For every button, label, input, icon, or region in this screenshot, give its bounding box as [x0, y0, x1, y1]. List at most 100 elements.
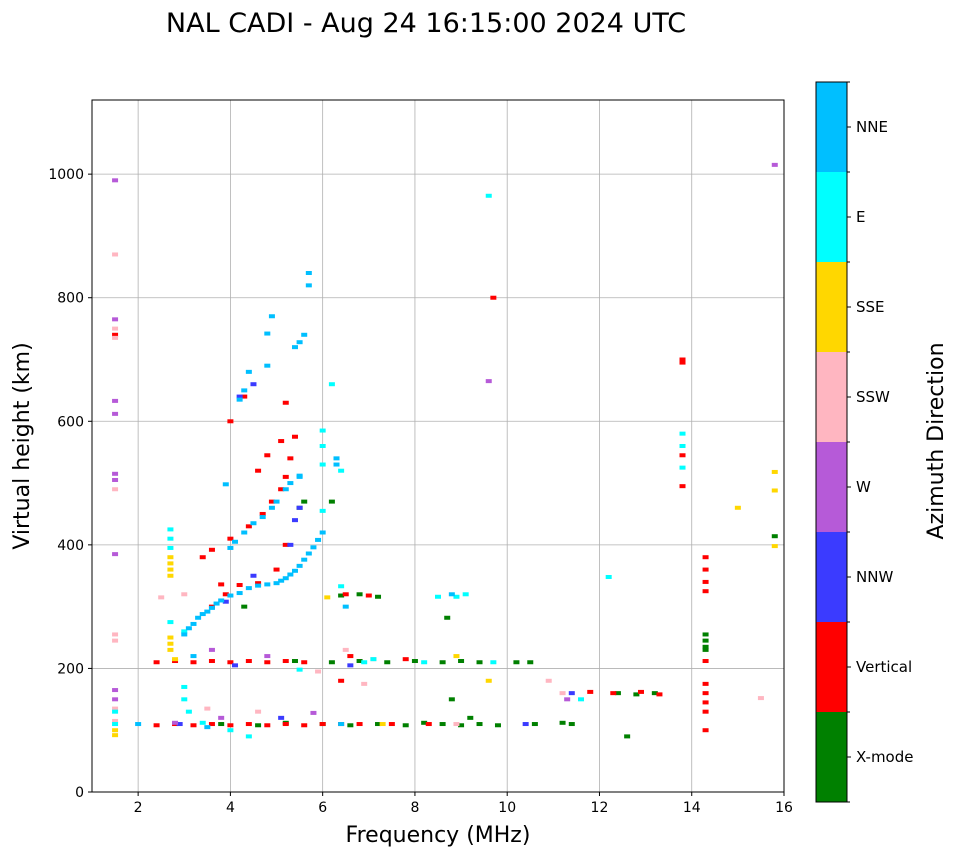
- data-point-ssw: [112, 252, 119, 257]
- data-point-e: [319, 508, 326, 513]
- data-point-vertical: [702, 728, 709, 733]
- grid: [92, 100, 785, 793]
- data-point-vertical: [656, 692, 663, 697]
- data-point-sse: [453, 654, 460, 659]
- data-point-nne: [259, 515, 266, 520]
- data-point-nne: [296, 473, 303, 478]
- data-point-sse: [167, 647, 174, 652]
- data-point-vertical: [227, 536, 234, 541]
- data-point-vertical: [702, 709, 709, 714]
- y-tick-label: 600: [57, 414, 84, 430]
- data-point-x-mode: [444, 615, 451, 620]
- data-point-nnw: [522, 722, 529, 727]
- data-point-e: [361, 660, 368, 665]
- data-point-vertical: [236, 583, 243, 588]
- data-point-nne: [241, 530, 248, 535]
- data-point-vertical: [282, 659, 289, 664]
- data-point-nne: [236, 591, 243, 596]
- x-axis-label: Frequency (MHz): [346, 823, 531, 848]
- x-tick-label: 8: [410, 800, 419, 816]
- data-point-x-mode: [702, 632, 709, 637]
- data-point-vertical: [227, 723, 234, 728]
- data-point-nne: [305, 271, 312, 275]
- data-point-e: [490, 660, 497, 665]
- data-point-x-mode: [476, 660, 483, 665]
- data-point-nnw: [250, 382, 257, 387]
- data-point-nne: [301, 332, 308, 337]
- data-point-vertical: [319, 722, 326, 727]
- colorbar-label: SSW: [856, 388, 890, 406]
- data-point-ssw: [757, 696, 764, 701]
- data-point-x-mode: [476, 722, 483, 727]
- data-point-vertical: [282, 474, 289, 479]
- data-point-e: [319, 462, 326, 467]
- data-point-vertical: [347, 654, 354, 659]
- data-point-vertical: [702, 700, 709, 705]
- data-point-sse: [167, 573, 174, 578]
- data-point-x-mode: [241, 604, 248, 609]
- colorbar-frame: [815, 81, 848, 803]
- data-point-w: [112, 471, 119, 476]
- data-point-w: [485, 379, 492, 384]
- data-point-e: [679, 444, 686, 448]
- colorbar-swatch: [816, 262, 847, 352]
- data-point-vertical: [245, 659, 252, 664]
- data-point-sse: [379, 722, 386, 727]
- data-point-vertical: [610, 691, 617, 696]
- data-point-vertical: [278, 487, 285, 492]
- data-point-nne: [241, 388, 248, 393]
- data-point-vertical: [153, 660, 160, 665]
- data-point-nne: [287, 572, 294, 577]
- data-point-e: [112, 722, 119, 727]
- data-point-x-mode: [614, 691, 621, 696]
- colorbar-label: X-mode: [856, 748, 913, 766]
- data-point-vertical: [342, 592, 349, 597]
- data-point-nne: [282, 487, 289, 492]
- data-point-w: [112, 317, 119, 322]
- data-point-vertical: [268, 499, 275, 504]
- data-point-nnw: [222, 599, 229, 604]
- data-point-sse: [324, 595, 331, 600]
- data-point-vertical: [153, 723, 160, 728]
- data-point-nne: [222, 482, 229, 487]
- data-point-nnw: [176, 722, 183, 727]
- data-point-w: [564, 697, 571, 702]
- data-point-w: [264, 654, 271, 659]
- data-point-e: [453, 594, 460, 599]
- data-point-nne: [236, 397, 243, 402]
- data-point-x-mode: [218, 722, 225, 727]
- x-tick-label: 2: [134, 800, 143, 816]
- data-point-vertical: [301, 660, 308, 665]
- plot-frame: [91, 99, 785, 793]
- data-point-sse: [734, 505, 741, 510]
- data-point-e: [319, 428, 326, 433]
- data-point-nne: [333, 462, 340, 467]
- data-point-vertical: [208, 547, 215, 552]
- data-point-e: [338, 468, 345, 473]
- colorbar-swatch: [816, 172, 847, 262]
- data-point-vertical: [702, 589, 709, 594]
- x-tick-label: 4: [226, 800, 235, 816]
- data-point-x-mode: [291, 659, 298, 664]
- data-point-ssw: [112, 487, 119, 492]
- data-point-nne: [232, 539, 239, 544]
- colorbar-swatch: [816, 712, 847, 802]
- data-point-sse: [112, 728, 119, 733]
- data-point-vertical: [702, 681, 709, 686]
- data-point-e: [227, 728, 234, 733]
- x-tick-label: 12: [591, 800, 609, 816]
- y-axis: 0 200 400 600 800 1000: [48, 167, 92, 801]
- data-point-nne: [190, 654, 197, 659]
- data-point-x-mode: [384, 660, 391, 665]
- colorbar-swatch: [816, 82, 847, 172]
- data-point-x-mode: [702, 644, 709, 649]
- y-tick-label: 200: [57, 661, 84, 677]
- data-point-nne: [291, 345, 298, 350]
- data-point-x-mode: [375, 722, 382, 727]
- data-point-ssw: [315, 669, 322, 674]
- y-axis-label: Virtual height (km): [10, 342, 35, 549]
- data-point-e: [319, 444, 326, 448]
- data-point-ssw: [112, 326, 119, 331]
- data-point-x-mode: [568, 722, 575, 727]
- x-tick-label: 10: [498, 800, 516, 816]
